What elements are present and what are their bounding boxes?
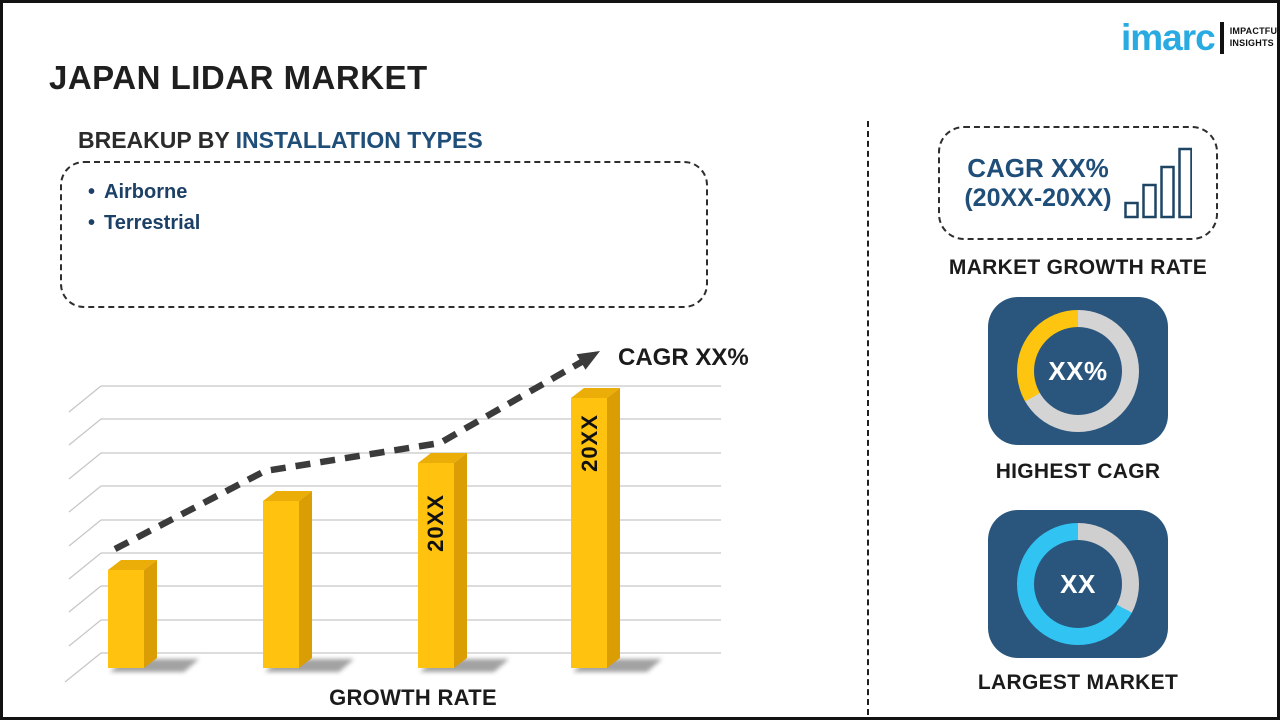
page-title: JAPAN LIDAR MARKET — [49, 59, 428, 96]
bar-4 — [571, 388, 620, 668]
logo-tagline: IMPACTFUL INSIGHTS — [1229, 26, 1280, 49]
breakup-list-box: Airborne Terrestrial — [60, 161, 708, 308]
highest-cagr-card: XX% — [988, 297, 1168, 445]
largest-market-card: XX — [988, 510, 1168, 658]
bar-3-label: 20XX — [423, 494, 448, 552]
growth-rate-chart: CAGR XX% 20XX 20XX GROWTH RATE — [63, 338, 763, 710]
highest-cagr-label: HIGHEST CAGR — [995, 460, 1161, 483]
trend-cagr-label: CAGR XX% — [618, 344, 749, 371]
gridlines — [64, 385, 721, 683]
logo-tagline-line2: INSIGHTS — [1229, 37, 1274, 48]
x-axis-label: GROWTH RATE — [329, 685, 497, 710]
cagr-box-text: CAGR XX% (20XX-20XX) — [964, 152, 1112, 213]
arrowhead-icon — [576, 351, 600, 370]
list-item: Terrestrial — [88, 208, 696, 239]
bar-chart-canvas — [64, 351, 721, 683]
vertical-divider — [867, 121, 869, 715]
bar-4-label: 20XX — [577, 414, 602, 472]
cagr-period: (20XX-20XX) — [964, 183, 1112, 212]
logo-divider-bar — [1219, 21, 1224, 54]
bar-3 — [418, 453, 467, 668]
highest-cagr-donut: XX% — [1017, 310, 1139, 432]
section-heading-prefix: BREAKUP BY — [78, 127, 236, 153]
largest-market-value: XX — [1060, 568, 1096, 599]
list-item: Airborne — [88, 177, 696, 208]
trend-arrow — [113, 351, 600, 552]
bar-2 — [263, 491, 312, 668]
market-growth-rate-box: CAGR XX% (20XX-20XX) — [938, 126, 1218, 240]
logo-tagline-line1: IMPACTFUL — [1229, 26, 1280, 37]
market-growth-rate-label: MARKET GROWTH RATE — [948, 256, 1208, 279]
section-heading-highlight: INSTALLATION TYPES — [235, 127, 483, 153]
section-heading: BREAKUP BY INSTALLATION TYPES — [78, 127, 483, 154]
cagr-value: CAGR XX% — [967, 152, 1109, 183]
ascending-bars-icon — [1123, 147, 1192, 219]
imarc-logo-text: imarc — [1121, 17, 1216, 58]
bar-1 — [108, 560, 157, 668]
imarc-logo: imarc IMPACTFUL INSIGHTS — [1121, 17, 1280, 58]
highest-cagr-value: XX% — [1048, 355, 1108, 386]
largest-market-label: LARGEST MARKET — [977, 671, 1179, 694]
breakup-list: Airborne Terrestrial — [88, 177, 696, 239]
largest-market-donut: XX — [1017, 523, 1139, 645]
